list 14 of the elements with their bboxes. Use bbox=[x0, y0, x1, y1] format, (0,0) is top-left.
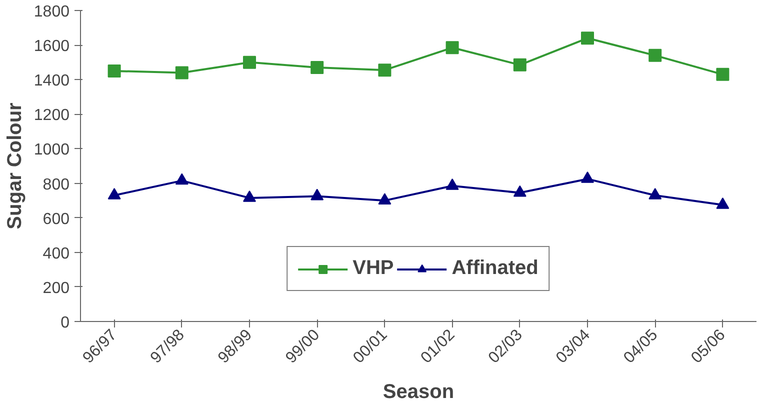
y-tick-label: 0 bbox=[60, 314, 70, 332]
y-tick-label: 800 bbox=[42, 176, 70, 194]
y-tick-label: 200 bbox=[42, 280, 70, 297]
y-tick-label: 1000 bbox=[34, 142, 70, 159]
x-axis-title: Season bbox=[382, 380, 454, 403]
y-tick-label: 1200 bbox=[34, 107, 70, 124]
y-tick-label: 1400 bbox=[34, 72, 70, 90]
legend-label: Affinated bbox=[452, 257, 538, 280]
legend-label: VHP bbox=[352, 257, 394, 280]
y-axis-title: Sugar Colour bbox=[4, 102, 26, 230]
y-tick-label: 1600 bbox=[34, 38, 70, 56]
y-tick-label: 600 bbox=[42, 210, 70, 228]
y-tick-label: 400 bbox=[42, 245, 70, 262]
y-tick-label: 1800 bbox=[34, 4, 70, 20]
